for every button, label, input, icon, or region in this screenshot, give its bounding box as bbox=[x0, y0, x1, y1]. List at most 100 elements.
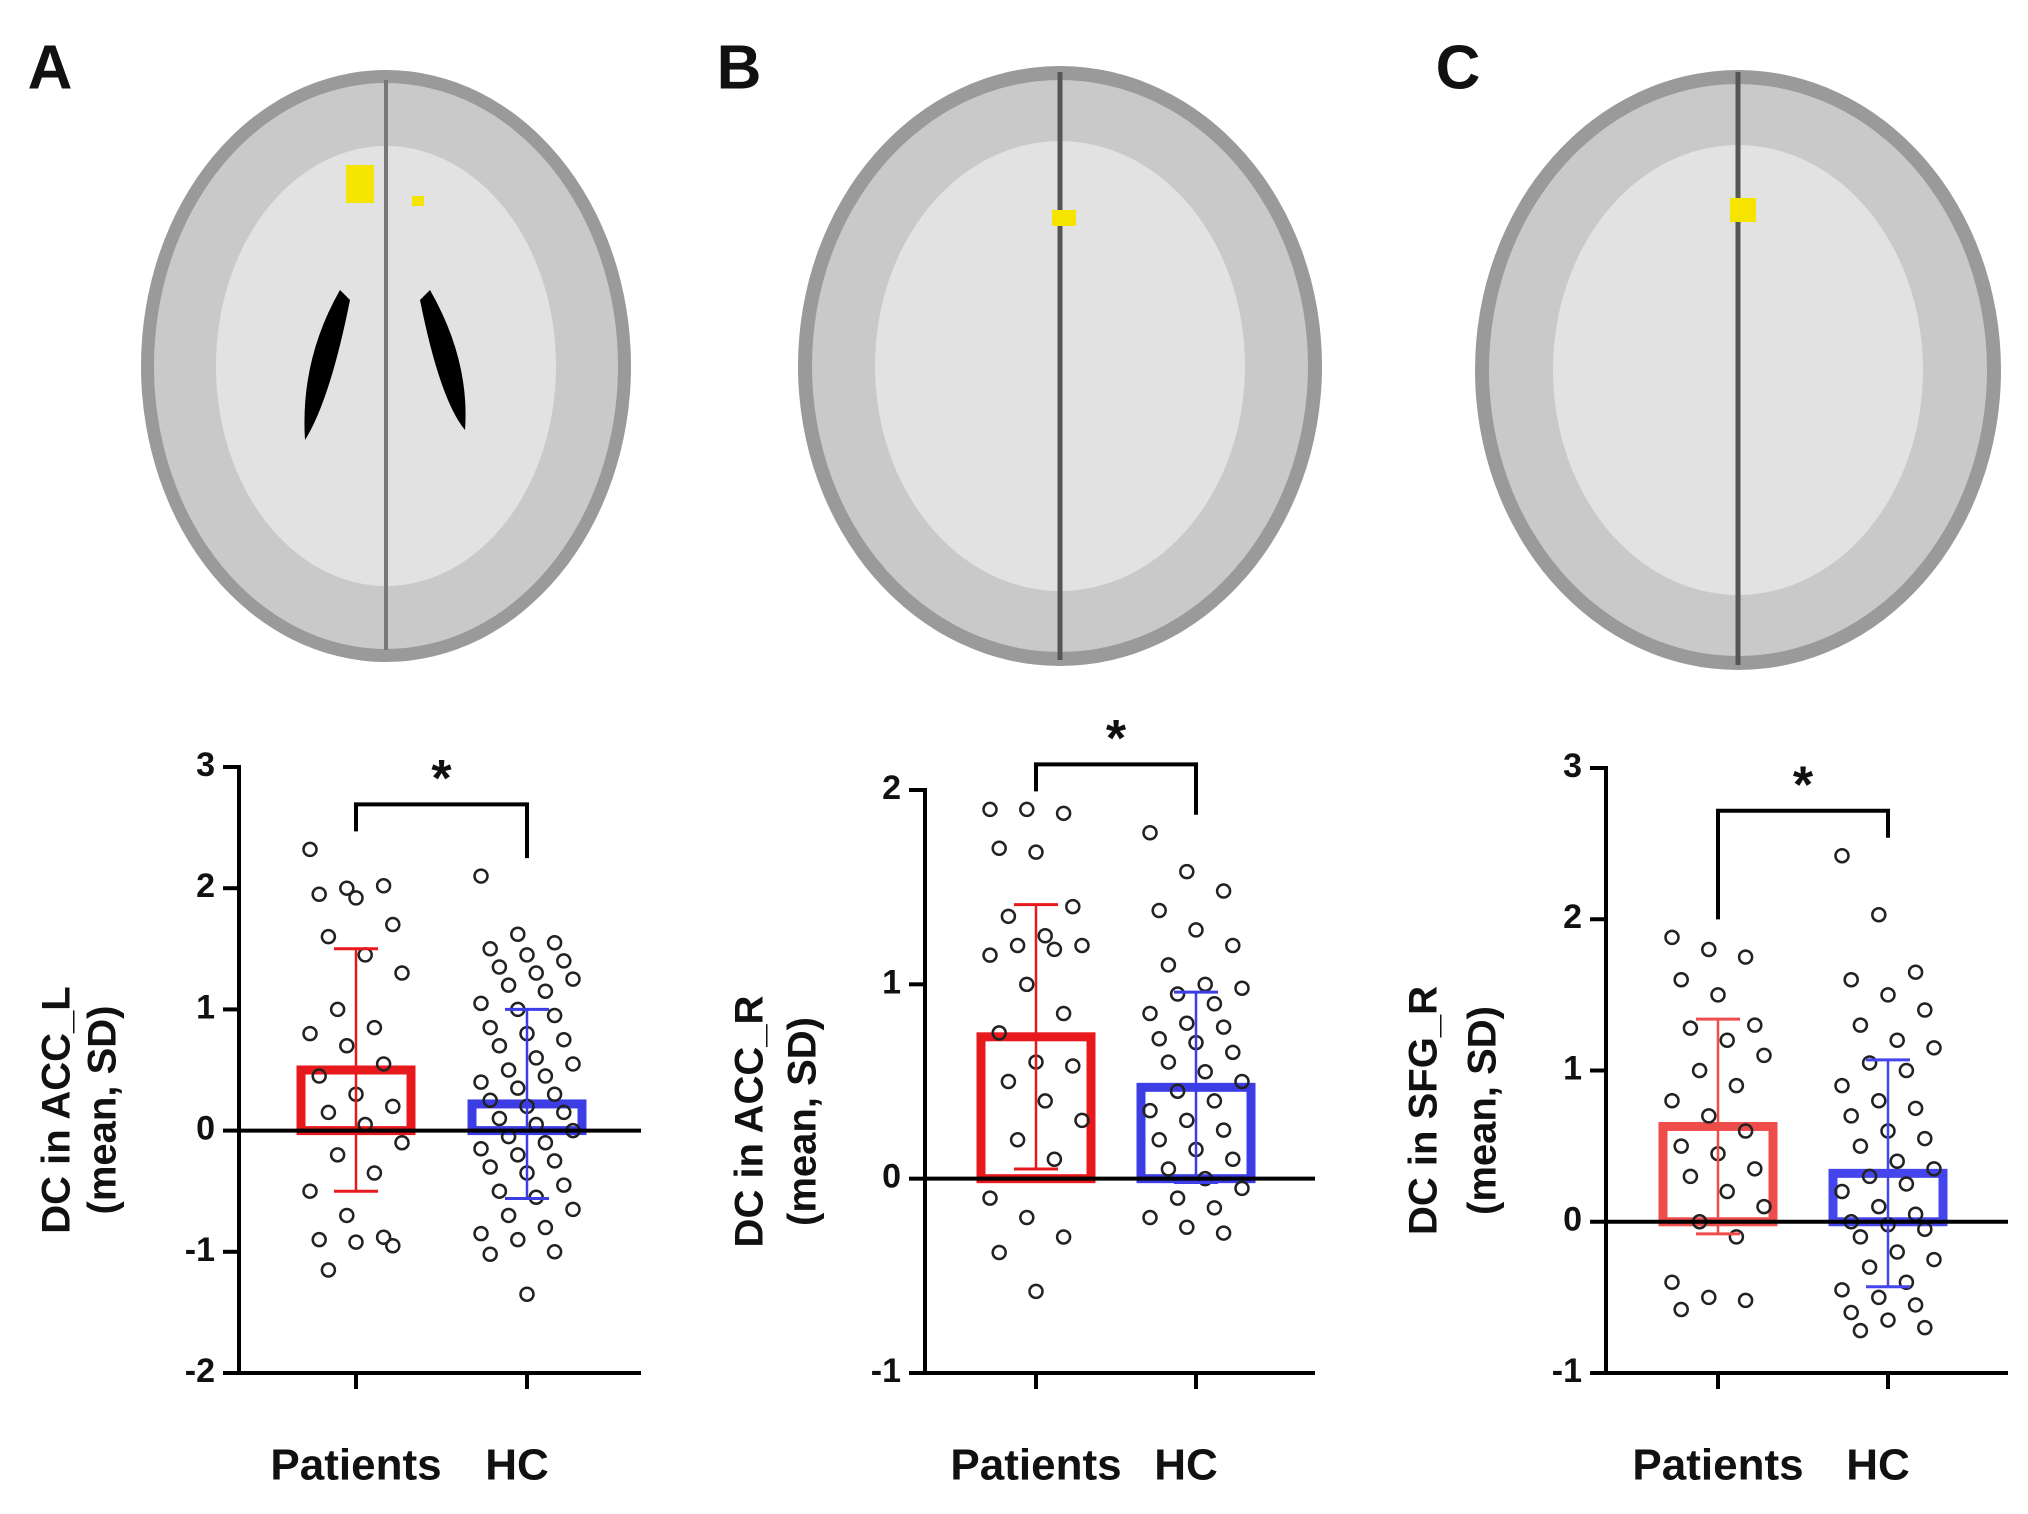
y-tick-label: -1 bbox=[871, 1352, 901, 1390]
x-tick-label: HC bbox=[1154, 1441, 1218, 1490]
data-point bbox=[357, 947, 373, 963]
data-point bbox=[556, 1031, 572, 1048]
y-tick-label: 2 bbox=[1563, 898, 1582, 936]
brain-c bbox=[1475, 70, 2001, 670]
data-point bbox=[500, 1062, 517, 1078]
data-point bbox=[1926, 1040, 1942, 1056]
data-point bbox=[1861, 1168, 1878, 1185]
data-point bbox=[1009, 937, 1026, 954]
significance-bracket bbox=[1716, 808, 1890, 920]
data-point bbox=[1917, 1319, 1933, 1336]
data-point bbox=[339, 1207, 355, 1224]
data-point bbox=[528, 1050, 544, 1066]
data-point bbox=[1179, 1219, 1195, 1235]
data-point bbox=[1926, 1251, 1942, 1268]
data-point bbox=[302, 1183, 318, 1199]
data-point bbox=[1142, 1209, 1158, 1226]
data-point bbox=[1673, 1301, 1689, 1318]
data-point bbox=[320, 1262, 337, 1278]
data-point bbox=[1188, 922, 1204, 938]
data-point bbox=[510, 1080, 526, 1096]
data-point bbox=[556, 1104, 572, 1121]
data-point bbox=[311, 1231, 327, 1248]
y-tick-label: 1 bbox=[882, 963, 901, 1001]
data-point bbox=[1074, 1112, 1090, 1129]
data-point bbox=[339, 1038, 355, 1054]
data-point bbox=[482, 941, 498, 957]
data-point bbox=[385, 916, 401, 933]
data-point bbox=[1019, 976, 1035, 993]
data-point bbox=[1019, 801, 1035, 818]
activation bbox=[1730, 198, 1756, 222]
data-point bbox=[982, 801, 998, 818]
data-point bbox=[491, 1183, 508, 1199]
data-point bbox=[394, 1134, 410, 1151]
data-point bbox=[1000, 1073, 1017, 1090]
data-point bbox=[510, 1147, 526, 1163]
y-axis-label: (mean, SD) bbox=[1461, 1006, 1505, 1215]
data-point bbox=[375, 1229, 392, 1246]
data-point bbox=[1747, 1017, 1763, 1033]
data-point bbox=[375, 1056, 392, 1072]
data-point bbox=[1701, 941, 1717, 958]
data-point bbox=[366, 1165, 383, 1181]
data-point bbox=[473, 995, 489, 1012]
data-point bbox=[1169, 986, 1186, 1002]
brain-b bbox=[798, 66, 1322, 666]
data-point bbox=[1065, 898, 1081, 915]
data-point bbox=[491, 1110, 508, 1127]
data-point bbox=[1691, 1062, 1708, 1079]
data-point bbox=[1701, 1108, 1717, 1124]
data-point bbox=[311, 886, 327, 903]
data-point bbox=[510, 926, 526, 943]
data-point bbox=[482, 1019, 498, 1036]
data-point bbox=[519, 947, 535, 963]
data-point bbox=[1160, 957, 1177, 973]
data-point bbox=[991, 840, 1007, 857]
data-point bbox=[1737, 1123, 1754, 1139]
data-point bbox=[339, 880, 355, 896]
data-point bbox=[1215, 1225, 1232, 1241]
data-point bbox=[1907, 1100, 1924, 1117]
data-point bbox=[546, 1153, 563, 1169]
data-point bbox=[1142, 1005, 1158, 1022]
data-point bbox=[546, 1086, 563, 1102]
data-point bbox=[1880, 987, 1896, 1003]
data-point bbox=[1046, 1151, 1063, 1167]
data-point bbox=[1719, 1183, 1735, 1200]
data-point bbox=[1852, 1322, 1869, 1339]
data-point bbox=[1028, 1283, 1044, 1300]
data-point bbox=[1046, 941, 1063, 958]
data-point bbox=[537, 1134, 554, 1151]
data-point bbox=[302, 1025, 318, 1042]
y-tick-label: 2 bbox=[882, 769, 901, 807]
y-tick-label: -1 bbox=[1552, 1352, 1582, 1390]
data-point bbox=[1907, 964, 1924, 980]
data-point bbox=[1197, 976, 1213, 993]
y-tick-label: 0 bbox=[196, 1110, 215, 1148]
data-point bbox=[565, 1056, 581, 1072]
y-tick-label: 3 bbox=[1563, 747, 1582, 785]
data-point bbox=[1898, 1062, 1915, 1079]
data-point bbox=[1917, 1130, 1933, 1147]
data-point bbox=[1055, 1005, 1072, 1022]
x-tick-label: Patients bbox=[1632, 1441, 1803, 1490]
data-point bbox=[1834, 1077, 1850, 1094]
data-point bbox=[1037, 1093, 1053, 1109]
data-point bbox=[482, 1246, 498, 1262]
y-tick-label: 1 bbox=[1563, 1049, 1582, 1087]
data-point bbox=[1142, 1102, 1158, 1119]
activation bbox=[1052, 210, 1076, 226]
data-point bbox=[385, 1237, 401, 1254]
y-tick-label: -2 bbox=[185, 1352, 215, 1390]
y-tick-label: 0 bbox=[1563, 1201, 1582, 1239]
data-point bbox=[1179, 1112, 1195, 1129]
data-point bbox=[1843, 1304, 1859, 1321]
data-point bbox=[394, 965, 410, 981]
data-point bbox=[329, 1147, 346, 1163]
data-point bbox=[1215, 1019, 1232, 1035]
y-tick-label: -1 bbox=[185, 1231, 215, 1269]
data-point bbox=[1728, 1077, 1745, 1094]
data-point bbox=[1756, 1198, 1772, 1215]
data-point bbox=[1861, 1259, 1878, 1275]
